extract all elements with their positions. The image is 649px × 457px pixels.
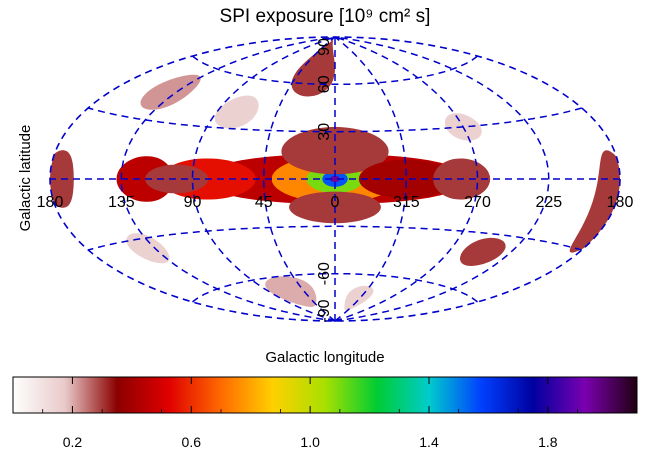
lat-tick-label-0: 90 (316, 38, 333, 56)
lon-tick-label-3: 45 (255, 194, 273, 211)
parallel-60 (192, 55, 478, 86)
meridian-45 (263, 36, 336, 322)
exposure-region-13 (569, 150, 620, 253)
meridian--90 (334, 36, 479, 322)
lat-tick-label-2: 30 (316, 123, 333, 141)
parallel--30 (87, 225, 583, 251)
lon-tick-label-1: 135 (108, 194, 135, 211)
lat-tick-label-4: -90 (316, 299, 333, 322)
y-axis-label: Galactic latitude (17, 125, 34, 232)
exposure-region-14 (291, 40, 335, 97)
x-axis-label: Galactic longitude (265, 349, 384, 366)
meridian-135 (120, 36, 336, 322)
exposure-region-16 (214, 95, 259, 129)
lon-tick-label-6: 270 (464, 194, 491, 211)
colorbar-tick-label-0: 0.2 (63, 434, 83, 450)
exposure-region-4 (330, 175, 340, 183)
lat-tick-label-3: -60 (316, 262, 333, 285)
parallel--60 (192, 272, 478, 303)
lon-tick-label-5: 315 (393, 194, 420, 211)
lon-tick-label-8: 180 (607, 194, 634, 211)
exposure-region-21 (344, 285, 374, 311)
chart-title: SPI exposure [10⁹ cm² s] (220, 6, 431, 27)
longitude-tick-labels: 180 135 90 45 0 315 270 225 180 (37, 194, 634, 211)
parallel-30 (87, 107, 583, 133)
colorbar-ticks: 0.2 0.6 1.0 1.4 1.8 (42, 377, 638, 450)
lon-tick-label-7: 225 (535, 194, 562, 211)
exposure-region-17 (460, 237, 506, 266)
exposure-region-15 (140, 74, 201, 110)
colorbar (12, 376, 638, 414)
meridian-90 (191, 36, 336, 322)
lat-tick-label-1: 60 (316, 75, 333, 93)
map-boundary (49, 36, 621, 322)
exposure-region-10 (358, 159, 454, 199)
lon-tick-label-2: 90 (184, 194, 202, 211)
colorbar-tick-label-2: 1.0 (300, 434, 320, 450)
latitude-tick-labels: 90 60 30 -60 -90 (316, 38, 333, 323)
coordinate-grid (50, 36, 620, 322)
meridian--45 (334, 36, 408, 322)
exposure-region-20 (265, 276, 317, 307)
lon-tick-label-0: 180 (37, 194, 64, 211)
colorbar-tick-label-3: 1.4 (419, 434, 439, 450)
lon-tick-label-4: 0 (331, 194, 340, 211)
meridian--135 (334, 36, 550, 322)
colorbar-tick-label-1: 0.6 (182, 434, 202, 450)
colorbar-tick-label-4: 1.8 (538, 434, 558, 450)
exposure-region-19 (126, 233, 170, 264)
